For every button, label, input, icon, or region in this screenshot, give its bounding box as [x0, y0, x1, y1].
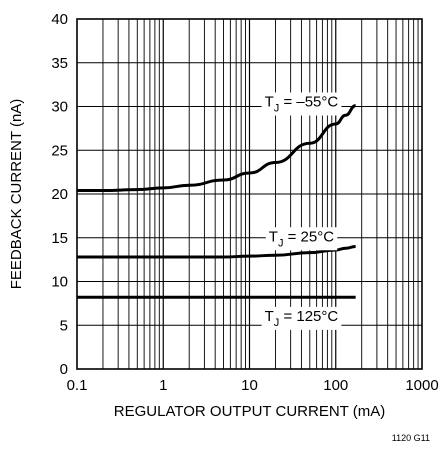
y-tick-label: 30 — [51, 99, 68, 116]
tick-labels: 0.1 1 10 100 1000 0 5 10 15 20 25 30 35 40 — [51, 11, 438, 394]
x-tick-label: 10 — [241, 377, 258, 394]
series-line-1 — [77, 104, 356, 192]
x-tick-label: 100 — [323, 377, 348, 394]
x-axis-title: REGULATOR OUTPUT CURRENT (mA) — [114, 403, 385, 420]
series-label-background — [261, 306, 342, 330]
y-tick-label: 15 — [51, 230, 68, 247]
y-tick-label: 0 — [60, 361, 68, 378]
series-label-3: TJ = 125°C — [265, 308, 339, 329]
x-tick-label: 1000 — [405, 377, 438, 394]
series-label-1: TJ = –55°C — [265, 94, 339, 115]
y-tick-label: 5 — [60, 317, 68, 334]
y-tick-label: 25 — [51, 142, 68, 159]
series-label-2: TJ = 25°C — [269, 228, 334, 249]
y-axis-title: FEEDBACK CURRENT (nA) — [8, 99, 25, 290]
series-labels: TJ = –55°C TJ = 25°C TJ = 125°C — [261, 92, 342, 330]
x-tick-label: 0.1 — [67, 377, 88, 394]
y-tick-label: 10 — [51, 274, 68, 291]
figure-id: 1120 G11 — [392, 433, 430, 443]
y-tick-label: 40 — [51, 11, 68, 28]
series-lines — [76, 104, 356, 299]
plot-border — [76, 18, 423, 370]
series-line-2 — [76, 245, 356, 259]
series-label-background — [261, 92, 342, 116]
plot-frame — [76, 18, 423, 370]
x-tick-label: 1 — [159, 377, 167, 394]
y-tick-label: 35 — [51, 55, 68, 72]
y-tick-label: 20 — [51, 186, 68, 203]
series-label-background — [265, 227, 338, 251]
